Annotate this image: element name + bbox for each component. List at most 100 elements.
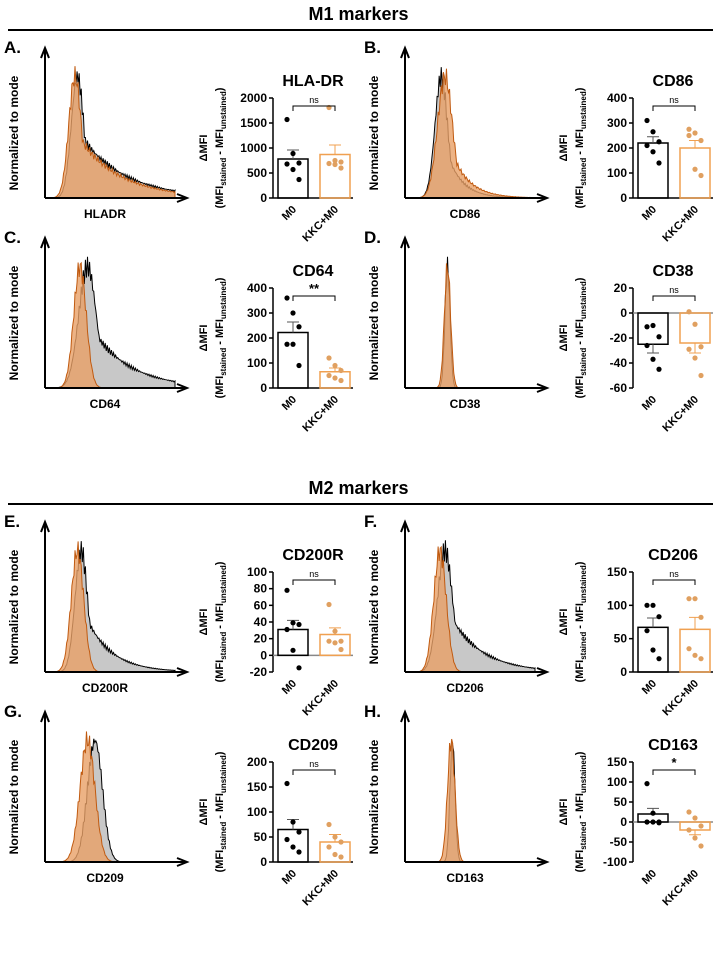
bar-ylabel-part: ) [214, 277, 226, 281]
data-point [332, 628, 338, 634]
y-tick-label: 100 [607, 166, 627, 180]
bar-ylabel-part: (MFI [214, 186, 226, 209]
histogram-xlabel: CD163 [446, 871, 484, 885]
y-tick-label: 1000 [240, 141, 267, 155]
data-point [692, 835, 698, 841]
y-tick-label: -40 [610, 356, 628, 370]
histogram-axes [40, 709, 190, 867]
bar-m0 [277, 158, 309, 199]
data-point [650, 810, 656, 816]
panel-svg: Normalized to mode HLADR HLA-DR ΔMFI (MFIsta… [7, 45, 353, 244]
histogram-xlabel: CD64 [90, 397, 121, 411]
data-point [644, 142, 650, 149]
data-point [290, 341, 296, 347]
data-point [290, 819, 296, 825]
bar-kkc-m0 [679, 312, 711, 344]
significance-bracket [652, 105, 696, 111]
data-point [290, 620, 296, 626]
x-tick-label: KKC+M0 [300, 394, 341, 435]
histogram-stained [409, 67, 536, 199]
x-tick-label: KKC+M0 [660, 868, 701, 909]
bar-ylabel-part: ) [214, 87, 226, 91]
y-tick-label: 0 [620, 306, 627, 320]
bar-ylabel-part: unstained [219, 281, 228, 319]
data-point [692, 596, 698, 602]
bar-ylabel-part: (MFI [574, 850, 586, 873]
histogram-stained [50, 738, 175, 863]
bar-ylabel-part: - MFI [574, 319, 586, 348]
panel-letter: F. [364, 512, 378, 531]
data-point [698, 137, 704, 144]
data-point [326, 355, 332, 361]
y-tick-label: 200 [247, 755, 267, 769]
y-tick-label: 60 [254, 598, 268, 612]
histogram-axes [400, 45, 550, 203]
data-point [296, 160, 302, 166]
y-tick-label: 400 [607, 91, 627, 105]
histogram-xlabel: CD38 [450, 397, 481, 411]
bar-ylabel-main: ΔMFI [558, 609, 570, 636]
histogram-ylabel: Normalized to mode [7, 75, 21, 190]
y-tick-label: -60 [610, 381, 628, 395]
data-point [332, 161, 338, 168]
panel-svg: Normalized to mode CD209 CD209 ΔMFI (MFIstai… [7, 709, 353, 908]
bar-chart-title: HLA-DR [282, 73, 344, 90]
data-point [686, 132, 692, 139]
data-point [332, 640, 338, 646]
data-point [686, 346, 692, 352]
panel-letter: G. [4, 702, 22, 721]
bar-ylabel-main: ΔMFI [558, 325, 570, 352]
x-tick-label: KKC+M0 [660, 394, 701, 435]
bar-m0 [277, 331, 309, 389]
bar-ylabel-part: unstained [579, 281, 588, 319]
data-point [692, 166, 698, 172]
bar-ylabel-part: unstained [579, 91, 588, 129]
data-point [686, 596, 692, 602]
y-tick-label: 200 [247, 331, 267, 345]
data-point [644, 602, 650, 608]
bar-ylabel-part: - MFI [574, 603, 586, 632]
panel-svg: Normalized to mode CD38 CD38 ΔMFI (MFIstaine… [367, 235, 713, 434]
data-point [650, 602, 656, 608]
histogram-axes [400, 709, 550, 867]
data-point [686, 827, 692, 833]
data-point [332, 834, 338, 840]
y-tick-label: 100 [607, 598, 627, 612]
data-point [650, 322, 656, 329]
data-point [656, 160, 662, 166]
bar-ylabel-part: (MFI [574, 186, 586, 209]
data-point [326, 160, 332, 167]
data-point [326, 601, 332, 608]
data-point [284, 116, 290, 123]
data-point [332, 362, 338, 369]
bar-ylabel-part: unstained [219, 91, 228, 129]
data-point [698, 823, 704, 829]
error-bar [287, 321, 299, 333]
data-point [290, 150, 296, 157]
x-tick-label: KKC+M0 [300, 868, 341, 909]
histogram-xlabel: CD206 [446, 681, 484, 695]
y-tick-label: 0 [260, 381, 267, 395]
bar-ylabel-main: ΔMFI [198, 609, 210, 636]
significance-label: ns [309, 95, 319, 105]
histogram-ylabel: Normalized to mode [367, 739, 381, 854]
data-point [284, 161, 290, 167]
significance-label: ns [309, 569, 319, 579]
significance-bracket [292, 769, 336, 775]
y-tick-label: 500 [247, 166, 267, 180]
panel-c: C. Normalized to mode CD64 CD64 ΔMFI (MFIstai… [0, 228, 355, 434]
data-point [296, 829, 302, 835]
y-tick-label: 0 [260, 855, 267, 869]
bar-ylabel-main: ΔMFI [198, 135, 210, 162]
bar-ylabel-sub: (MFIstained - MFIunstained) [214, 277, 228, 398]
data-point [644, 324, 650, 330]
bar-ylabel-part: stained [579, 158, 588, 186]
data-point [296, 665, 302, 671]
error-bar [647, 617, 659, 628]
panel-letter: A. [4, 38, 21, 57]
data-point [650, 819, 656, 825]
y-tick-label: 300 [607, 116, 627, 130]
histogram-ylabel: Normalized to mode [7, 549, 21, 664]
panel-letter: B. [364, 38, 381, 57]
significance-label: ns [309, 759, 319, 769]
